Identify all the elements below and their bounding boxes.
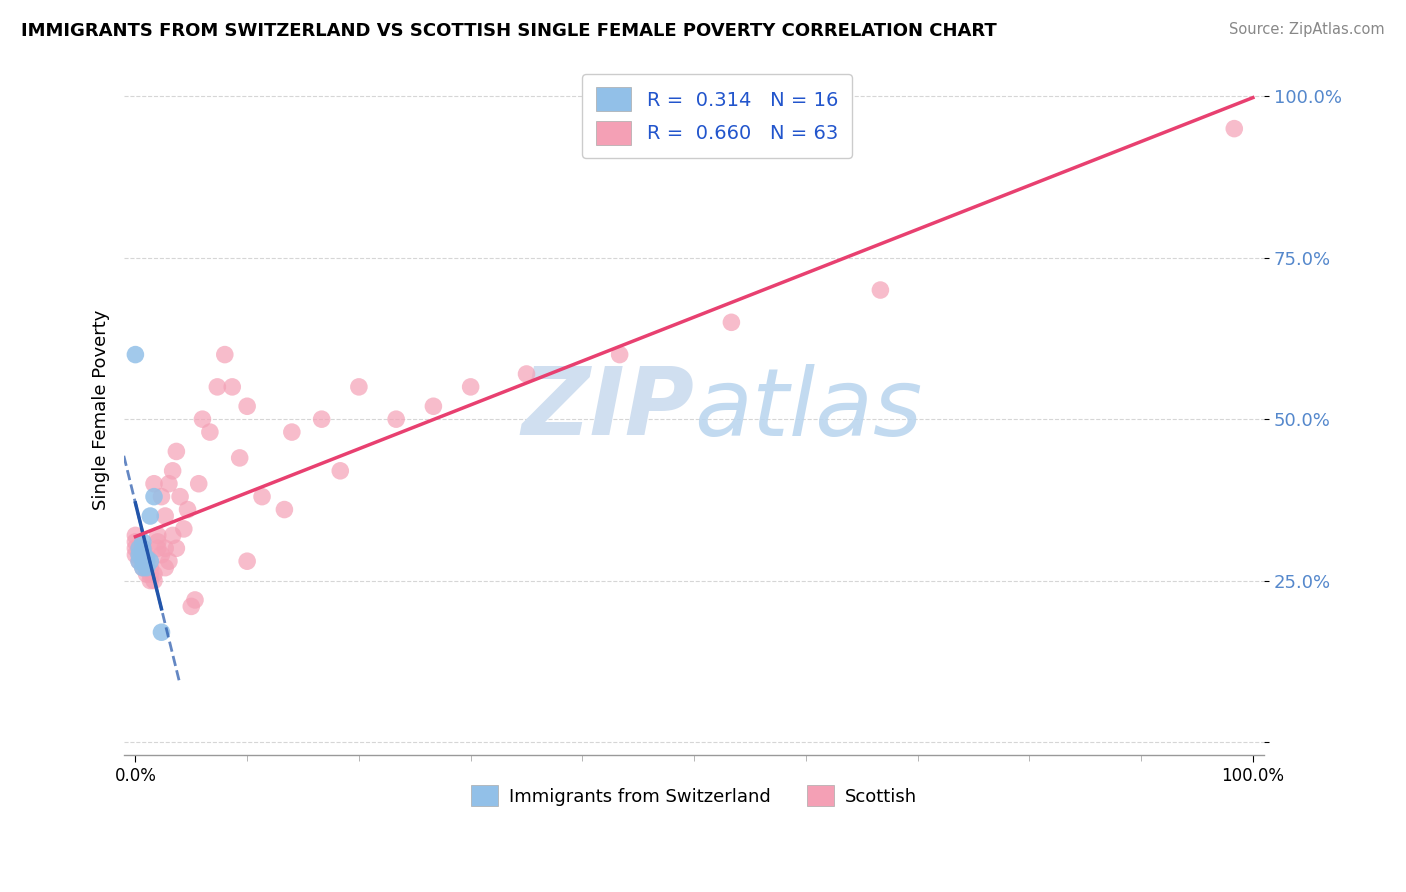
Point (228, 450, 250, 465)
Point (132, 534, 155, 549)
Point (135, 554, 157, 568)
Y-axis label: Single Female Poverty: Single Female Poverty (93, 310, 110, 509)
Point (281, 425, 304, 439)
Text: IMMIGRANTS FROM SWITZERLAND VS SCOTTISH SINGLE FEMALE POVERTY CORRELATION CHART: IMMIGRANTS FROM SWITZERLAND VS SCOTTISH … (21, 22, 997, 40)
Point (165, 541, 187, 556)
Point (146, 534, 169, 549)
Point (124, 528, 146, 542)
Point (135, 548, 157, 562)
Point (143, 567, 166, 582)
Point (1223, 121, 1246, 136)
Point (720, 315, 742, 329)
Point (128, 541, 150, 556)
Point (128, 548, 150, 562)
Point (128, 541, 150, 556)
Point (180, 599, 202, 614)
Point (132, 541, 155, 556)
Point (198, 425, 221, 439)
Point (187, 476, 209, 491)
Point (150, 548, 173, 562)
Point (162, 464, 184, 478)
Point (139, 574, 162, 588)
Point (132, 541, 155, 556)
Point (214, 348, 236, 362)
Point (132, 548, 155, 562)
Point (135, 560, 157, 574)
Point (329, 464, 352, 478)
Point (207, 380, 229, 394)
Point (124, 348, 146, 362)
Point (157, 554, 180, 568)
Point (139, 554, 162, 568)
Point (135, 551, 157, 566)
Point (135, 554, 157, 568)
Point (153, 508, 176, 523)
Point (236, 399, 259, 413)
Point (385, 412, 408, 426)
Point (132, 560, 155, 574)
Point (124, 548, 146, 562)
Legend: Immigrants from Switzerland, Scottish: Immigrants from Switzerland, Scottish (463, 776, 927, 815)
Point (139, 567, 162, 582)
Point (157, 476, 180, 491)
Point (132, 544, 155, 558)
Point (311, 412, 333, 426)
Point (153, 560, 176, 574)
Point (609, 348, 631, 362)
Point (143, 490, 166, 504)
Point (221, 380, 243, 394)
Point (135, 567, 157, 582)
Point (128, 548, 150, 562)
Point (146, 541, 169, 556)
Point (169, 490, 191, 504)
Point (132, 554, 155, 568)
Point (128, 554, 150, 568)
Point (460, 380, 482, 394)
Point (153, 541, 176, 556)
Point (250, 490, 273, 504)
Point (150, 625, 173, 640)
Point (347, 380, 370, 394)
Point (150, 490, 173, 504)
Point (128, 554, 150, 568)
Point (162, 528, 184, 542)
Point (191, 412, 214, 426)
Point (143, 574, 166, 588)
Point (124, 541, 146, 556)
Point (236, 554, 259, 568)
Point (184, 593, 207, 607)
Point (165, 444, 187, 458)
Text: Source: ZipAtlas.com: Source: ZipAtlas.com (1229, 22, 1385, 37)
Point (132, 554, 155, 568)
Point (869, 283, 891, 297)
Text: ZIP: ZIP (522, 363, 695, 456)
Point (139, 560, 162, 574)
Point (515, 367, 537, 381)
Point (146, 528, 169, 542)
Point (273, 502, 295, 516)
Point (132, 560, 155, 574)
Point (143, 476, 166, 491)
Point (135, 560, 157, 574)
Text: atlas: atlas (695, 364, 922, 455)
Point (139, 508, 162, 523)
Point (124, 534, 146, 549)
Point (176, 502, 198, 516)
Point (422, 399, 444, 413)
Point (173, 522, 195, 536)
